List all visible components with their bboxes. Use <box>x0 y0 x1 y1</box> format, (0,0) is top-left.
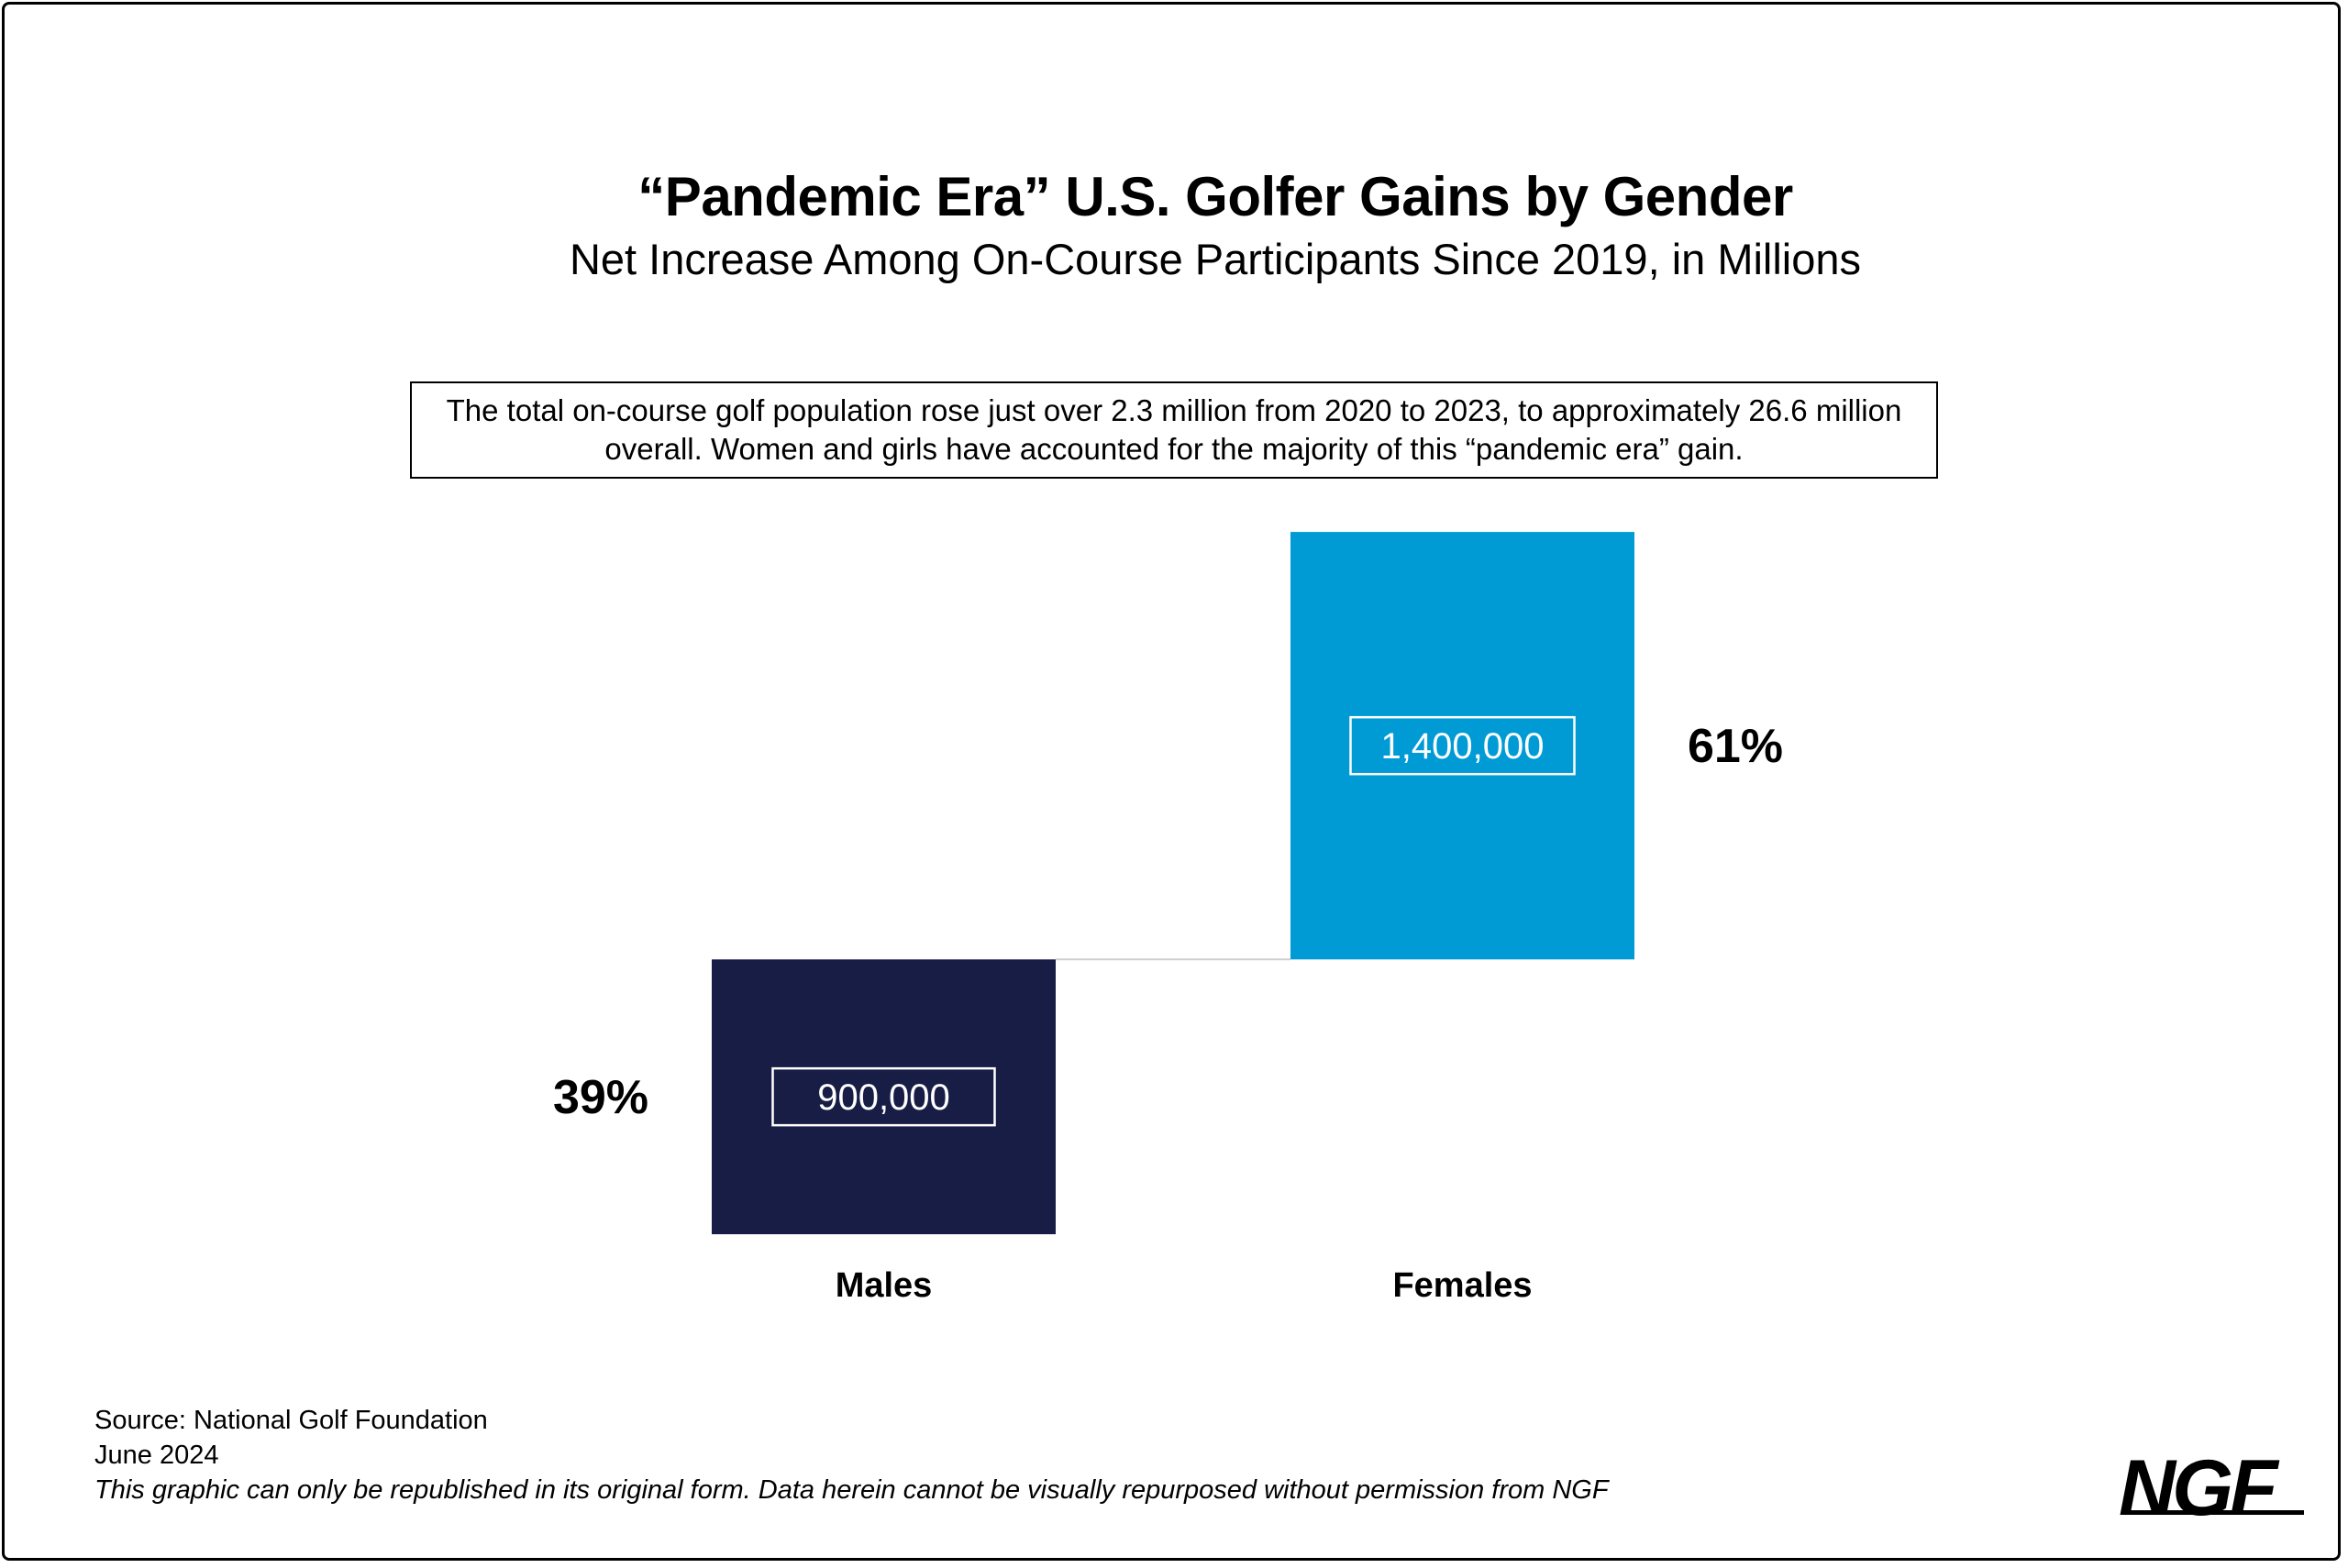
logo-underline <box>2122 1510 2304 1515</box>
percent-label-females: 61% <box>1688 720 1783 773</box>
value-label-box-females <box>1349 715 1576 776</box>
chart-title: “Pandemic Era” U.S. Golfer Gains by Gend… <box>637 166 1793 227</box>
percent-label-males: 39% <box>553 1071 648 1124</box>
chart-subtitle: Net Increase Among On-Course Participant… <box>569 235 1862 283</box>
ngf-logo: NGF <box>2119 1444 2278 1532</box>
bar-females <box>1290 532 1634 960</box>
value-label-females: 1,400,000 <box>1381 726 1545 767</box>
footer: Source: National Golf Foundation June 20… <box>94 1403 1609 1507</box>
disclaimer-text: This graphic can only be republished in … <box>94 1475 1609 1505</box>
date-text: June 2024 <box>94 1441 219 1470</box>
value-label-males: 900,000 <box>817 1077 950 1118</box>
value-label-box-males <box>771 1066 996 1127</box>
bar-males <box>712 959 1056 1234</box>
source-text: Source: National Golf Foundation <box>94 1406 488 1435</box>
category-label-females: Females <box>1392 1266 1532 1305</box>
summary-note: The total on-course golf population rose… <box>410 381 1938 479</box>
category-label-males: Males <box>836 1266 933 1305</box>
